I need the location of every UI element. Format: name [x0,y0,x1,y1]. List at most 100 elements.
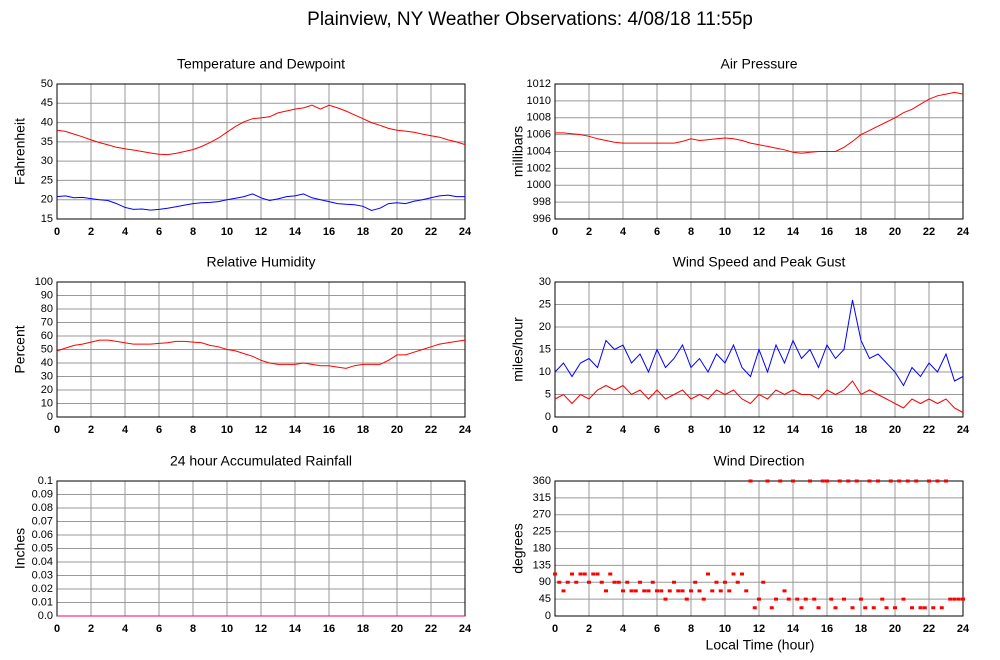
x-tick-label: 16 [821,623,833,635]
x-tick-label: 0 [54,226,60,238]
y-tick-label: 0.06 [32,529,53,541]
data-point [782,589,787,593]
x-axis-label: Local Time (hour) [706,637,815,653]
data-point [846,479,851,483]
y-tick-label: 30 [41,155,53,167]
x-tick-label: 0 [552,623,558,635]
x-tick-label: 20 [391,424,403,436]
data-point [582,572,587,576]
data-point [888,479,893,483]
data-point [927,479,931,483]
data-point [642,589,647,593]
x-tick-label: 12 [753,424,765,436]
data-point [706,572,710,576]
x-tick-label: 16 [821,226,833,238]
data-point [935,479,940,483]
data-point [663,597,668,601]
x-tick-label: 14 [787,424,800,436]
x-tick-label: 10 [221,226,233,238]
x-tick-label: 2 [586,424,592,436]
data-point [765,479,770,483]
data-point [676,589,681,593]
data-point [842,597,846,601]
y-tick-label: 1002 [527,162,551,174]
data-point [880,597,885,601]
data-point [714,580,719,584]
data-point [859,597,863,601]
data-point [931,606,936,610]
data-point [740,572,744,576]
data-point [952,597,957,601]
x-tick-label: 2 [88,424,94,436]
data-point [701,597,706,601]
data-point [816,606,821,610]
data-point [595,572,600,576]
x-tick-label: 20 [391,226,403,238]
y-tick-label: 0 [47,411,53,423]
data-point [948,597,953,601]
data-point [748,479,753,483]
data-point [659,589,664,593]
y-tick-label: 40 [41,357,53,369]
x-tick-label: 4 [122,226,129,238]
x-tick-label: 14 [289,424,302,436]
data-point [723,580,727,584]
x-tick-label: 8 [190,424,196,436]
page-title: Plainview, NY Weather Observations: 4/08… [307,9,753,30]
chart-title: Wind Direction [713,453,804,469]
data-point [633,589,638,593]
y-tick-label: 0.1 [38,475,53,487]
data-point [961,597,965,601]
y-tick-label: 0.05 [32,542,53,554]
y-tick-label: 10 [539,366,551,378]
data-point [612,580,617,584]
x-tick-label: 12 [753,226,765,238]
data-point [778,479,783,483]
y-tick-label: 35 [41,136,53,148]
data-line [56,193,465,212]
data-point [914,479,919,483]
y-axis-label: millibars [510,126,526,177]
data-point [574,580,579,584]
y-axis-label: Percent [12,325,28,373]
data-point [650,580,655,584]
data-line [56,339,466,369]
x-tick-label: 2 [586,226,592,238]
y-axis-label: Fahrenheit [12,118,28,185]
y-tick-label: 90 [41,289,53,301]
y-tick-label: 135 [533,559,551,571]
x-tick-label: 22 [923,226,935,238]
data-point [863,606,868,610]
data-line [554,299,964,387]
y-tick-label: 45 [539,593,551,605]
x-tick-label: 16 [323,424,335,436]
y-tick-label: 25 [539,298,551,310]
y-tick-label: 1012 [527,78,551,90]
y-tick-label: 0.0 [38,610,53,622]
data-point [604,589,608,593]
data-point [944,479,948,483]
data-point [769,606,774,610]
y-tick-label: 0 [545,610,551,622]
x-tick-label: 10 [719,424,731,436]
x-tick-label: 8 [190,226,196,238]
y-tick-label: 0.07 [32,515,53,527]
data-line [56,104,466,156]
data-point [922,606,927,610]
data-point [638,580,642,584]
data-point [578,572,583,576]
data-point [697,589,702,593]
y-tick-label: 1008 [527,112,551,124]
x-tick-label: 0 [54,623,60,635]
x-tick-label: 4 [620,623,627,635]
y-axis-label: degrees [510,523,526,574]
y-tick-label: 0.01 [32,596,53,608]
y-tick-label: 100 [35,276,53,288]
x-tick-label: 14 [787,226,800,238]
x-tick-label: 24 [459,226,472,238]
y-tick-label: 180 [533,542,551,554]
data-point [752,606,757,610]
y-tick-label: 70 [41,316,53,328]
data-point [871,606,876,610]
